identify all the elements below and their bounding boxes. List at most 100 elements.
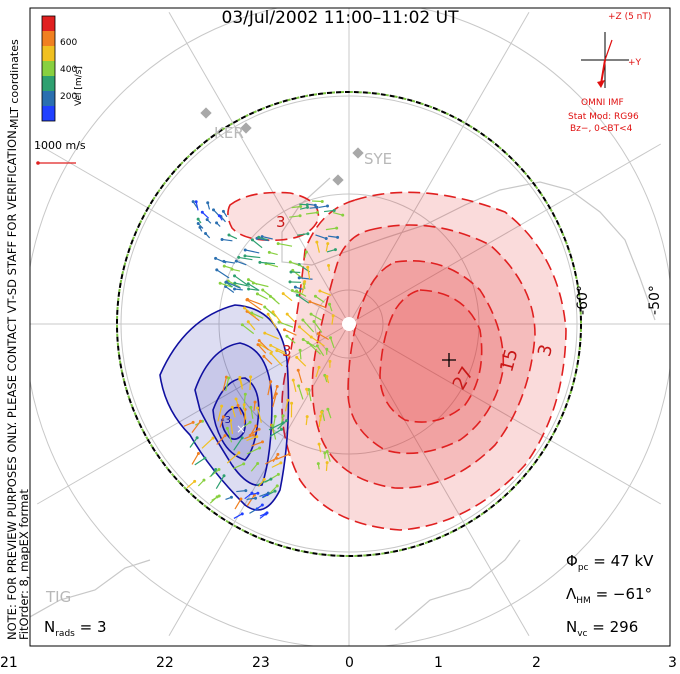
velocity-vector (244, 434, 254, 440)
velocity-vector-origin (198, 419, 202, 423)
velocity-vector-origin (196, 222, 200, 226)
velocity-vector-origin (242, 462, 246, 466)
velocity-vector-origin (341, 213, 345, 217)
mlt-tick-23: 23 (252, 655, 270, 671)
velocity-vector-origin (313, 294, 317, 298)
velocity-vector (319, 290, 332, 296)
velocity-vector-origin (196, 217, 200, 221)
velocity-vector-origin (269, 351, 273, 355)
velocity-vector (277, 453, 290, 460)
stat-n-vc: Nvc = 296 (566, 618, 639, 639)
legend-tick-400: 400 (60, 65, 78, 75)
velocity-vector-origin (335, 226, 339, 230)
velocity-vector-origin (320, 199, 324, 203)
velocity-vector (250, 407, 254, 419)
velocity-vector-origin (329, 336, 333, 340)
velocity-vector (241, 324, 255, 335)
velocity-vector (236, 260, 247, 266)
velocity-vector-origin (200, 210, 204, 214)
velocity-vector (310, 313, 322, 321)
velocity-vector-origin (227, 376, 231, 380)
velocity-vector (226, 452, 240, 464)
velocity-vector-origin (263, 305, 267, 309)
imf-vector (600, 59, 606, 85)
velocity-vector-origin (260, 235, 264, 239)
velocity-vector-origin (217, 468, 221, 472)
velocity-vector-origin (293, 285, 297, 289)
velocity-vector-origin (243, 306, 247, 310)
velocity-vector (191, 420, 201, 433)
velocity-vector-origin (237, 255, 241, 259)
velocity-vector (233, 513, 243, 519)
velocity-vector (272, 311, 282, 324)
velocity-vector-origin (325, 374, 329, 378)
velocity-vector (296, 294, 310, 304)
velocity-vector (233, 437, 243, 451)
velocity-vector-origin (256, 491, 260, 495)
velocity-vector-origin (218, 281, 222, 285)
station-sye: SYE (364, 150, 393, 168)
velocity-vector (223, 260, 235, 264)
velocity-vector-origin (244, 489, 248, 493)
velocity-vector (254, 504, 263, 511)
velocity-vector-origin (267, 250, 271, 254)
velocity-vector-origin (243, 248, 247, 252)
velocity-vector-origin (243, 392, 247, 396)
velocity-vector-origin (328, 359, 332, 363)
velocity-vector-origin (285, 419, 289, 423)
imf-source-label: OMNI IMF (581, 98, 624, 108)
velocity-vector (284, 400, 289, 412)
velocity-vector (226, 428, 233, 443)
velocity-vector-origin (214, 256, 218, 260)
velocity-vector (251, 312, 264, 319)
velocity-vector-origin (204, 231, 208, 235)
preview-note-line2: FitOrder: 8, mapEX format (17, 489, 31, 640)
velocity-vector-origin (285, 312, 289, 316)
mlt-tick-21: 21 (0, 655, 18, 671)
velocity-vector (276, 350, 290, 357)
velocity-vector-origin (291, 378, 295, 382)
velocity-vector-origin (260, 503, 264, 507)
velocity-vector-origin (233, 287, 237, 291)
velocity-vector (222, 377, 227, 392)
velocity-vector (269, 428, 282, 437)
potential-min-marker: × (236, 422, 246, 436)
velocity-vector-origin (273, 489, 277, 493)
velocity-vector (262, 235, 273, 240)
velocity-vector (272, 386, 278, 400)
velocity-vector-origin (269, 477, 273, 481)
velocity-vector (209, 496, 218, 504)
velocity-vector-origin (265, 511, 269, 515)
velocity-vector-origin (328, 302, 332, 306)
velocity-vector (305, 211, 318, 215)
velocity-vector (316, 345, 325, 357)
velocity-vector-origin (271, 310, 275, 314)
velocity-vector-origin (288, 260, 292, 264)
velocity-vector-origin (258, 260, 262, 264)
velocity-vector-origin (240, 512, 244, 516)
velocity-vector (284, 329, 297, 336)
velocity-vector-origin (221, 209, 225, 213)
velocity-vector (249, 376, 252, 391)
velocity-vector-origin (246, 297, 250, 301)
velocity-vector (307, 267, 311, 280)
velocity-vector (246, 447, 260, 455)
pole-marker (342, 317, 356, 331)
velocity-vector (229, 420, 234, 434)
velocity-vector-origin (233, 281, 237, 285)
velocity-vector-origin (212, 208, 216, 212)
velocity-vector-origin (333, 248, 337, 252)
colorbar-segment (42, 106, 55, 121)
velocity-vector (246, 497, 256, 501)
coord-label: MLT coordinates (8, 39, 21, 128)
velocity-vector (259, 492, 269, 498)
velocity-vector (191, 453, 199, 465)
velocity-vector (292, 289, 304, 296)
velocity-vector-origin (276, 452, 280, 456)
map-title: 03/Jul/2002 11:00–11:02 UT (221, 8, 459, 28)
velocity-vector-origin (324, 237, 328, 241)
velocity-vector-origin (249, 375, 253, 379)
velocity-vector (257, 344, 267, 354)
